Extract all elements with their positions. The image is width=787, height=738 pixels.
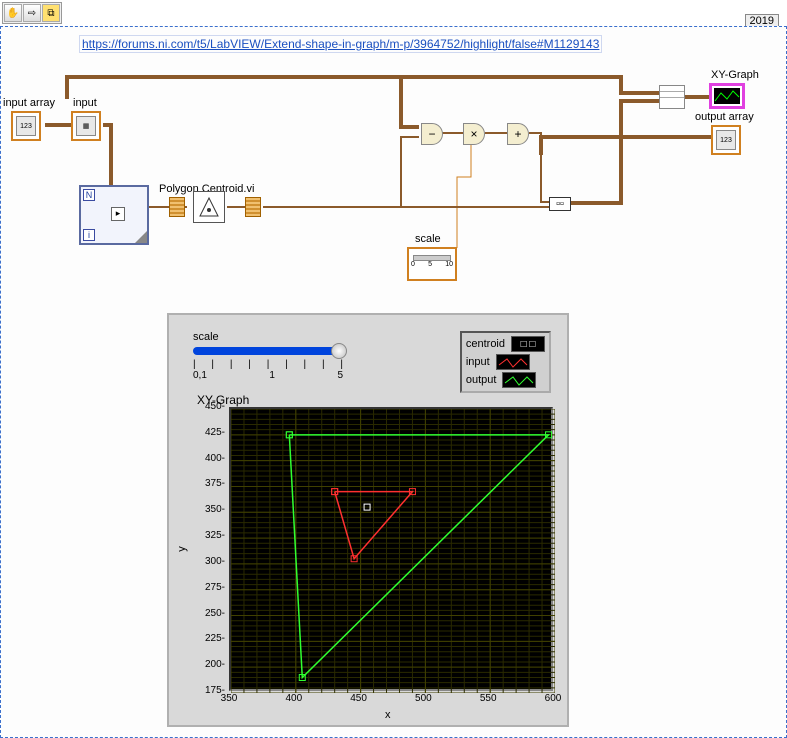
y-tick: 275- [197, 582, 225, 593]
legend-swatch [502, 372, 536, 388]
y-tick: 225- [197, 633, 225, 644]
x-axis-label: x [385, 709, 391, 721]
cluster-bundle-out [245, 197, 261, 217]
fp-slider-tickmarks: ||||||||| [193, 359, 343, 370]
x-tick: 550 [476, 693, 500, 704]
for-loop[interactable]: N i ▸ [79, 185, 149, 245]
y-tick: 200- [197, 659, 225, 670]
y-tick: 425- [197, 427, 225, 438]
legend-label: centroid [466, 338, 505, 350]
y-tick: 250- [197, 608, 225, 619]
for-i-icon: i [83, 229, 95, 241]
output-array-terminal[interactable]: 123 [711, 125, 741, 155]
input-terminal[interactable]: ▦ [71, 111, 101, 141]
x-tick: 400 [282, 693, 306, 704]
y-tick: 325- [197, 530, 225, 541]
x-tick: 500 [411, 693, 435, 704]
input-array-label: input array [3, 97, 55, 109]
x-tick: 350 [217, 693, 241, 704]
legend-swatch [496, 354, 530, 370]
fp-slider-ticklabels: 0,1 1 5 [193, 370, 343, 381]
legend-label: output [466, 374, 497, 386]
merge-signals-node[interactable] [659, 85, 685, 109]
bundle-icon: ▸ [111, 207, 125, 221]
x-tick: 450 [347, 693, 371, 704]
xy-graph-plot[interactable] [229, 407, 553, 691]
toolbar[interactable]: ✋ ⇨ ⧉ [2, 2, 62, 24]
fp-slider-thumb[interactable] [331, 343, 347, 359]
scale-terminal[interactable]: 0510 [407, 247, 457, 281]
xy-graph-label: XY-Graph [711, 69, 759, 81]
xy-graph-icon [713, 87, 741, 105]
y-tick: 450- [197, 401, 225, 412]
plot-svg [231, 409, 555, 693]
cluster-unbundle-in [169, 197, 185, 217]
input-label: input [73, 97, 97, 109]
graph-legend[interactable]: centroid □ □ input output [460, 331, 551, 393]
for-n-icon: N [83, 189, 95, 201]
y-tick: 350- [197, 504, 225, 515]
y-axis-label: y [176, 546, 188, 552]
x-axis: 350400450500550600 [229, 693, 553, 709]
probe-tool-icon[interactable]: ⧉ [42, 4, 60, 22]
y-tick: 400- [197, 453, 225, 464]
for-corner-icon [135, 231, 147, 243]
scale-label: scale [415, 233, 441, 245]
fp-slider[interactable]: scale ||||||||| 0,1 1 5 [193, 331, 343, 381]
y-tick: 300- [197, 556, 225, 567]
hand-tool-icon[interactable]: ✋ [4, 4, 22, 22]
x-tick: 600 [541, 693, 565, 704]
block-diagram-canvas: https://forums.ni.com/t5/LabVIEW/Extend-… [0, 26, 787, 738]
build-array-node[interactable]: ▫▫ [549, 197, 571, 211]
front-panel: scale ||||||||| 0,1 1 5 centroid □ □ input… [167, 313, 569, 727]
arrow-tool-icon[interactable]: ⇨ [23, 4, 41, 22]
legend-row[interactable]: input [464, 353, 547, 371]
xy-graph-terminal[interactable] [709, 83, 745, 109]
output-array-label: output array [695, 111, 754, 123]
legend-swatch: □ □ [511, 336, 545, 352]
polygon-centroid-subvi[interactable] [193, 191, 225, 223]
legend-row[interactable]: centroid □ □ [464, 335, 547, 353]
legend-label: input [466, 356, 490, 368]
subtract-node[interactable]: − [421, 123, 443, 145]
subvi-icon [196, 194, 222, 220]
legend-row[interactable]: output [464, 371, 547, 389]
add-node[interactable]: + [507, 123, 529, 145]
input-array-terminal[interactable]: 123 [11, 111, 41, 141]
fp-slider-track[interactable] [193, 347, 343, 355]
fp-slider-label: scale [193, 331, 343, 343]
y-tick: 375- [197, 478, 225, 489]
multiply-node[interactable]: × [463, 123, 485, 145]
y-axis: 175-200-225-250-275-300-325-350-375-400-… [195, 407, 227, 691]
source-link[interactable]: https://forums.ni.com/t5/LabVIEW/Extend-… [79, 35, 602, 53]
